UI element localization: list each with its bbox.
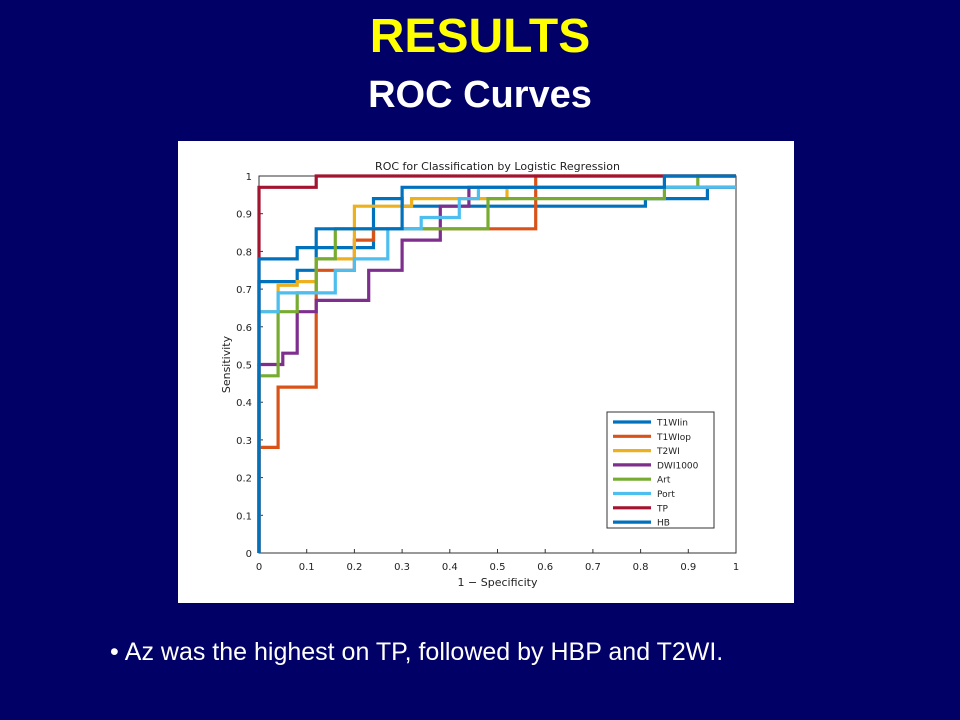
x-tick-label: 0.6: [537, 562, 553, 573]
x-tick-label: 0.2: [346, 562, 362, 573]
roc-curve-dwi1000: [257, 185, 736, 553]
roc-chart: ROC for Classification by Logistic Regre…: [220, 160, 739, 589]
legend-label: HB: [657, 519, 670, 529]
slide-subtitle: ROC Curves: [368, 74, 592, 116]
legend-label: DWI1000: [657, 461, 699, 471]
legend-label: Port: [657, 490, 675, 500]
y-tick-label: 0.7: [236, 285, 252, 296]
x-tick-label: 0.4: [442, 562, 458, 573]
x-tick-label: 0.5: [490, 562, 506, 573]
roc-figure: ROC for Classification by Logistic Regre…: [178, 141, 794, 603]
y-axis-label: Sensitivity: [220, 335, 233, 393]
legend-box: [606, 411, 715, 529]
y-tick-label: 0.8: [236, 247, 252, 258]
y-tick-label: 0.3: [236, 436, 252, 447]
roc-curve-port: [257, 185, 736, 553]
y-tick-label: 0.9: [236, 210, 252, 221]
y-tick-label: 0.4: [236, 398, 252, 409]
y-tick-label: 1: [246, 172, 252, 183]
x-tick-label: 1: [733, 562, 739, 573]
bullet-dot-icon: •: [110, 638, 119, 666]
legend-label: T1WIin: [656, 419, 688, 429]
x-tick-label: 0.3: [394, 562, 410, 573]
roc-curve-hb: [257, 174, 736, 553]
y-tick-label: 0.2: [236, 474, 252, 485]
legend-label: TP: [656, 504, 668, 514]
y-tick-label: 0.6: [236, 323, 252, 334]
bullet-text: Az was the highest on TP, followed by HB…: [124, 638, 724, 666]
x-tick-label: 0.8: [633, 562, 649, 573]
x-tick-label: 0.9: [680, 562, 696, 573]
conclusion-bullet: • Az was the highest on TP, followed by H…: [110, 636, 930, 668]
legend-label: T1WIop: [656, 433, 691, 443]
roc-curve-t1wiin: [257, 185, 736, 553]
chart-title: ROC for Classification by Logistic Regre…: [375, 160, 620, 173]
x-axis-label: 1 − Specificity: [458, 576, 538, 589]
legend-label: Art: [657, 476, 671, 486]
x-tick-label: 0.1: [299, 562, 315, 573]
y-tick-label: 0: [246, 549, 252, 560]
x-tick-label: 0.7: [585, 562, 601, 573]
slide-title: RESULTS: [369, 10, 591, 63]
y-tick-label: 0.5: [236, 361, 252, 372]
y-tick-label: 0.1: [236, 511, 252, 522]
x-tick-label: 0: [256, 562, 262, 573]
legend-label: T2WI: [656, 447, 680, 457]
